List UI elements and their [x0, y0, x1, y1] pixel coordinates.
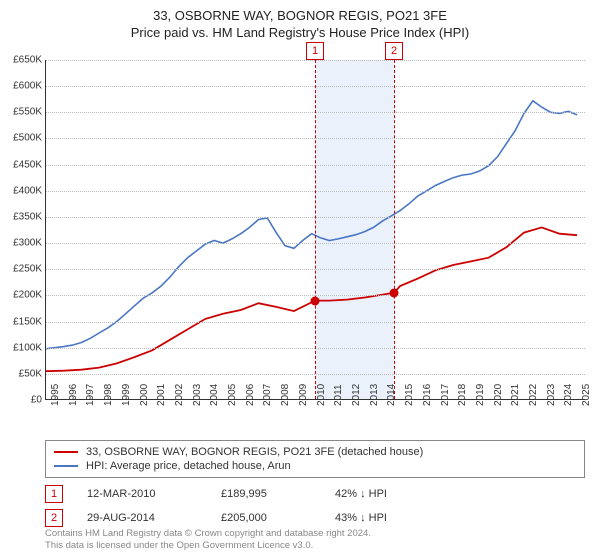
sale-row-badge: 2: [45, 509, 63, 527]
y-axis-label: £350K: [13, 211, 42, 222]
y-axis-label: £100K: [13, 342, 42, 353]
x-axis-label: 2024: [563, 384, 574, 406]
y-axis-label: £650K: [13, 55, 42, 66]
x-axis-label: 1995: [50, 384, 61, 406]
x-axis-label: 1996: [68, 384, 79, 406]
sale-badge: 2: [385, 42, 403, 60]
y-axis-label: £450K: [13, 159, 42, 170]
sale-date: 12-MAR-2010: [87, 488, 197, 500]
x-axis-label: 2005: [227, 384, 238, 406]
x-axis-label: 2017: [440, 384, 451, 406]
sale-row: 1 12-MAR-2010 £189,995 42% ↓ HPI: [45, 482, 585, 506]
x-axis-label: 2015: [404, 384, 415, 406]
chart-title-address: 33, OSBORNE WAY, BOGNOR REGIS, PO21 3FE: [0, 8, 600, 23]
chart-container: 33, OSBORNE WAY, BOGNOR REGIS, PO21 3FE …: [0, 0, 600, 560]
x-axis-label: 1998: [103, 384, 114, 406]
legend-swatch: [54, 465, 78, 467]
y-axis-label: £550K: [13, 107, 42, 118]
sale-price: £189,995: [221, 488, 311, 500]
x-axis-label: 2009: [298, 384, 309, 406]
attribution-line2: This data is licensed under the Open Gov…: [45, 540, 585, 552]
legend-item: HPI: Average price, detached house, Arun: [54, 459, 576, 473]
x-axis-label: 1997: [85, 384, 96, 406]
sale-pct-vs-hpi: 43% ↓ HPI: [335, 512, 445, 524]
x-axis-label: 2023: [546, 384, 557, 406]
x-axis-label: 2018: [457, 384, 468, 406]
x-axis-label: 2020: [493, 384, 504, 406]
sale-price: £205,000: [221, 512, 311, 524]
x-axis-label: 2025: [581, 384, 592, 406]
x-axis-label: 2014: [386, 384, 397, 406]
plot-region: £0£50K£100K£150K£200K£250K£300K£350K£400…: [45, 60, 585, 400]
sales-table: 1 12-MAR-2010 £189,995 42% ↓ HPI 2 29-AUG-201…: [45, 482, 585, 530]
x-axis-label: 1999: [121, 384, 132, 406]
y-axis-label: £600K: [13, 81, 42, 92]
legend-item: 33, OSBORNE WAY, BOGNOR REGIS, PO21 3FE …: [54, 445, 576, 459]
y-axis-label: £250K: [13, 264, 42, 275]
y-axis-label: £200K: [13, 290, 42, 301]
attribution: Contains HM Land Registry data © Crown c…: [45, 528, 585, 552]
y-axis-label: £150K: [13, 316, 42, 327]
x-axis-label: 2012: [351, 384, 362, 406]
x-axis-label: 2022: [528, 384, 539, 406]
x-axis-label: 2021: [510, 384, 521, 406]
attribution-line1: Contains HM Land Registry data © Crown c…: [45, 528, 585, 540]
sale-marker-dot: [311, 296, 320, 305]
x-axis-label: 2010: [316, 384, 327, 406]
chart-subtitle: Price paid vs. HM Land Registry's House …: [0, 25, 600, 40]
sale-row-badge: 1: [45, 485, 63, 503]
x-axis-label: 2011: [333, 384, 344, 406]
y-axis-label: £300K: [13, 238, 42, 249]
sale-badge: 1: [306, 42, 324, 60]
x-axis-label: 2002: [174, 384, 185, 406]
y-axis-label: £0: [31, 395, 42, 406]
x-axis-label: 2006: [245, 384, 256, 406]
x-axis-label: 2008: [280, 384, 291, 406]
legend-label: 33, OSBORNE WAY, BOGNOR REGIS, PO21 3FE …: [86, 446, 423, 458]
sale-row: 2 29-AUG-2014 £205,000 43% ↓ HPI: [45, 506, 585, 530]
x-axis-label: 2004: [209, 384, 220, 406]
y-axis-label: £500K: [13, 133, 42, 144]
x-axis-label: 2016: [422, 384, 433, 406]
title-block: 33, OSBORNE WAY, BOGNOR REGIS, PO21 3FE …: [0, 0, 600, 40]
y-axis-label: £50K: [19, 368, 42, 379]
legend-box: 33, OSBORNE WAY, BOGNOR REGIS, PO21 3FE …: [45, 440, 585, 478]
x-axis-label: 2007: [262, 384, 273, 406]
x-axis-label: 2019: [475, 384, 486, 406]
sale-marker-dot: [390, 288, 399, 297]
x-axis-label: 2003: [192, 384, 203, 406]
sale-marker-line: [315, 60, 316, 399]
legend-label: HPI: Average price, detached house, Arun: [86, 460, 291, 472]
chart-area: £0£50K£100K£150K£200K£250K£300K£350K£400…: [45, 60, 585, 400]
x-axis-label: 2001: [156, 384, 167, 406]
legend-swatch: [54, 451, 78, 453]
sale-pct-vs-hpi: 42% ↓ HPI: [335, 488, 445, 500]
sale-date: 29-AUG-2014: [87, 512, 197, 524]
y-axis-label: £400K: [13, 185, 42, 196]
x-axis-label: 2000: [139, 384, 150, 406]
sale-marker-line: [394, 60, 395, 399]
x-axis-label: 2013: [369, 384, 380, 406]
